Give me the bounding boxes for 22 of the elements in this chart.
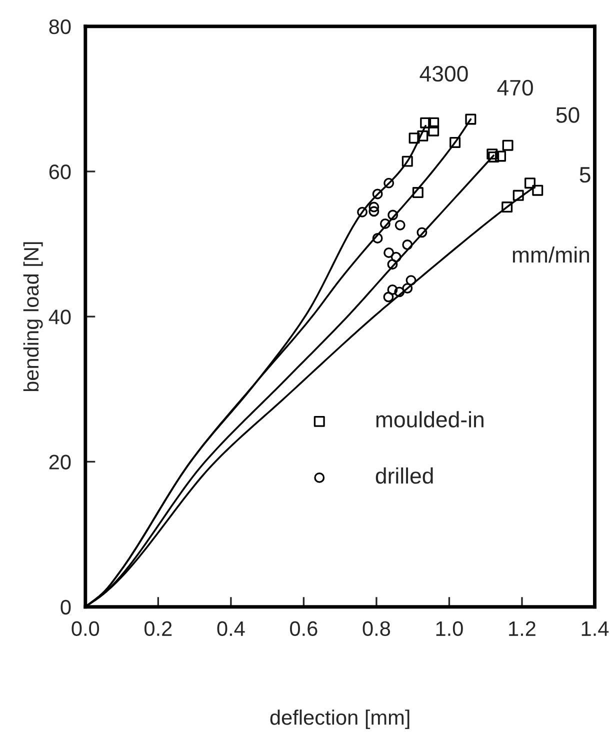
y-tick-label: 20: [49, 454, 71, 470]
legend-label: moulded-in: [376, 411, 484, 428]
annotation: 50: [556, 107, 580, 123]
x-tick-label: 1.4: [582, 621, 609, 636]
x-tick-label: 1.0: [436, 621, 463, 636]
x-tick-label: 0.8: [362, 621, 390, 636]
x-axis-title: deflection [mm]: [270, 710, 410, 729]
y-axis-title: bending load [N]: [23, 242, 43, 392]
y-tick-label: 80: [49, 19, 71, 34]
y-tick-label: 40: [48, 310, 71, 324]
y-tick-label: 0: [60, 600, 71, 615]
x-tick-label: 1.2: [509, 621, 536, 636]
x-tick-label: 0.4: [217, 621, 245, 636]
annotation: 470: [497, 80, 533, 96]
annotation: mm/min: [512, 246, 590, 263]
y-tick-label: 60: [49, 164, 71, 180]
x-tick-label: 0.0: [72, 621, 100, 636]
x-tick-label: 0.2: [144, 621, 172, 636]
annotation: 4300: [420, 66, 468, 82]
annotation: 5: [580, 167, 590, 183]
legend-label: drilled: [376, 467, 433, 484]
x-tick-label: 0.6: [290, 621, 318, 636]
